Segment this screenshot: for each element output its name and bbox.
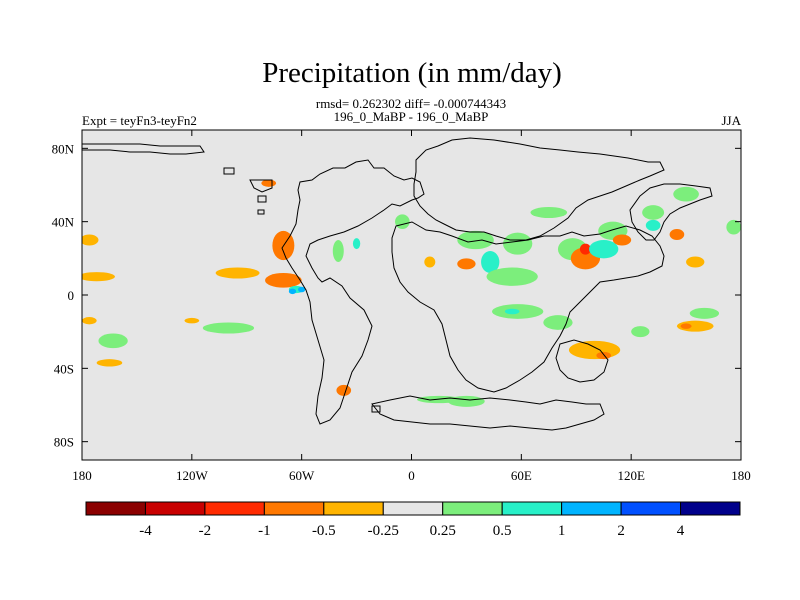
coastline-north-america <box>281 159 425 425</box>
anomaly-region-10 <box>298 286 306 293</box>
anomaly-region-25 <box>503 232 533 255</box>
colorbar-label-4: -0.25 <box>368 523 399 539</box>
anomaly-region-9 <box>288 288 297 295</box>
anomaly-region-33 <box>612 234 632 246</box>
x-axis: 180 120W 60W 0 60E 120E 180 <box>72 130 751 483</box>
anomaly-region-13 <box>332 240 344 262</box>
coastlines <box>82 137 713 431</box>
anomaly-region-34 <box>568 340 621 360</box>
anomaly-region-39 <box>669 229 685 240</box>
x-tick-label-0: 180 <box>72 468 92 483</box>
anomaly-region-42 <box>689 307 720 319</box>
colorbar-label-7: 1 <box>558 523 566 539</box>
anomaly-region-1 <box>82 272 115 282</box>
anomaly-region-36 <box>631 326 650 338</box>
colorbar-label-0: -4 <box>139 523 152 539</box>
anomaly-region-14 <box>352 238 361 250</box>
anomaly-region-22 <box>486 267 538 286</box>
anomaly-region-0 <box>82 234 99 246</box>
y-tick-label-0: 80N <box>52 141 75 156</box>
x-tick-label-1: 120W <box>176 468 209 483</box>
coastline-africa-eurasia <box>391 221 665 393</box>
colorbar-swatch-1 <box>144 501 206 516</box>
anomaly-region-26 <box>530 207 568 218</box>
anomaly-region-38 <box>645 219 661 231</box>
colorbar-label-9: 4 <box>677 523 685 539</box>
anomaly-region-31 <box>589 240 619 259</box>
anomaly-region-3 <box>96 359 123 367</box>
anomaly-region-12 <box>336 384 352 396</box>
chart-title: Precipitation (in mm/day) <box>262 57 562 89</box>
colorbar-label-5: 0.25 <box>430 523 456 539</box>
anomaly-region-41 <box>686 256 705 268</box>
anomaly-region-7 <box>265 273 302 288</box>
colorbar-swatch-5 <box>382 501 444 516</box>
anomaly-region-19 <box>457 230 494 250</box>
colorbar-swatch-0 <box>85 501 146 516</box>
colorbar-label-6: 0.5 <box>493 523 512 539</box>
season-label: JJA <box>721 113 741 128</box>
colorbar-label-1: -2 <box>199 523 212 539</box>
y-tick-label-2: 0 <box>68 288 75 303</box>
x-tick-label-4: 60E <box>511 468 532 483</box>
coastline-australia <box>555 339 609 383</box>
y-tick-label-4: 80S <box>54 435 74 450</box>
x-tick-label-2: 60W <box>289 468 315 483</box>
coastline-island-5 <box>371 405 381 413</box>
colorbar-swatch-9 <box>620 501 682 516</box>
coastline-island-4 <box>257 209 265 215</box>
anomaly-region-21 <box>481 251 500 273</box>
experiment-label: Expt = teyFn3-teyFn2 <box>82 113 197 128</box>
colorbar-swatch-3 <box>263 501 325 516</box>
colorbar-label-8: 2 <box>617 523 625 539</box>
y-tick-label-1: 40N <box>52 215 75 230</box>
anomaly-region-18 <box>448 395 485 407</box>
colorbar: -4 -2 -1 -0.5 -0.25 0.25 0.5 1 2 4 <box>85 501 741 539</box>
anomaly-region-44 <box>680 323 692 329</box>
coastline-island-2 <box>249 179 273 193</box>
x-tick-label-5: 120E <box>617 468 645 483</box>
coastline-greenland <box>413 137 665 241</box>
anomaly-region-5 <box>215 267 260 279</box>
anomaly-region-24 <box>504 308 520 315</box>
coastline-antarctica <box>371 395 605 431</box>
anomaly-region-15 <box>395 214 410 230</box>
coastline-arctic-north <box>82 143 205 155</box>
y-axis: 80N 40N 0 40S 80S <box>52 141 741 450</box>
x-tick-label-3: 0 <box>408 468 415 483</box>
anomaly-region-4 <box>202 322 255 334</box>
anomaly-region-30 <box>579 243 591 255</box>
anomaly-region-40 <box>673 186 699 202</box>
anomaly-region-16 <box>424 256 436 268</box>
coastline-island-3 <box>257 195 267 203</box>
anomaly-layer <box>82 179 741 407</box>
coastline-asia-east <box>629 183 713 241</box>
anomaly-region-47 <box>184 317 200 324</box>
colorbar-swatch-4 <box>323 501 384 516</box>
anomaly-region-11 <box>261 179 277 187</box>
anomaly-region-20 <box>457 258 476 270</box>
colorbar-swatch-2 <box>204 501 265 516</box>
colorbar-label-2: -1 <box>258 523 271 539</box>
colorbar-swatch-10 <box>680 501 741 516</box>
comparison-label: 196_0_MaBP - 196_0_MaBP <box>334 109 489 124</box>
anomaly-region-2 <box>98 333 128 349</box>
anomaly-region-35 <box>596 351 612 360</box>
x-tick-label-6: 180 <box>731 468 751 483</box>
colorbar-label-3: -0.5 <box>312 523 336 539</box>
anomaly-region-37 <box>642 205 665 220</box>
y-tick-label-3: 40S <box>54 361 74 376</box>
colorbar-swatch-8 <box>561 501 622 516</box>
anomaly-region-46 <box>82 317 97 325</box>
colorbar-swatch-7 <box>501 501 563 516</box>
stats-line: rmsd= 0.262302 diff= -0.000744343 <box>316 96 506 111</box>
coastline-island-1 <box>223 167 235 175</box>
anomaly-region-45 <box>726 219 741 235</box>
colorbar-swatch-6 <box>442 501 503 516</box>
